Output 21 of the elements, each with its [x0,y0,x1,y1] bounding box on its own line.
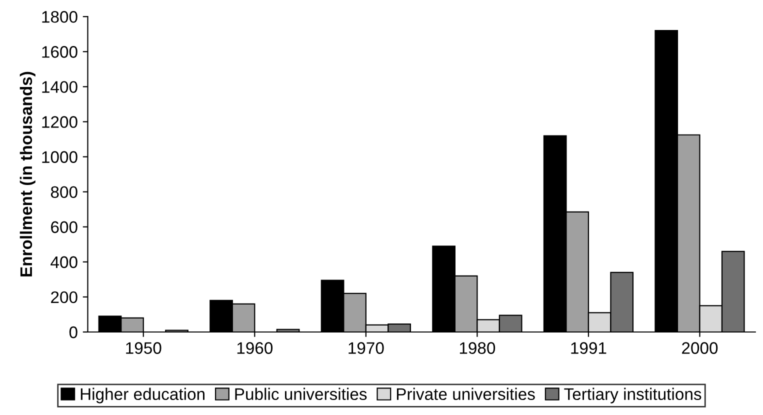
y-tick-label: 600 [51,221,78,234]
x-tick-label: 2000 [682,342,718,354]
y-tick-label: 1800 [42,11,78,23]
y-axis-title: Enrollment (in thousands) [20,72,36,276]
y-tick-label: 0 [69,326,78,338]
y-tick-label: 800 [50,186,78,198]
x-tick-label: 1980 [460,342,496,354]
y-tick-label: 1000 [42,151,78,163]
legend-label: Tertiary institutions [564,388,702,404]
legend-label: Higher education [80,388,204,404]
y-tick-label: 1200 [42,116,78,128]
legend-label: Private universities [396,388,535,400]
x-tick-label: 1950 [126,342,162,354]
y-tick-label: 200 [51,291,78,304]
x-tick-label: 1970 [348,342,384,354]
y-tick-label: 400 [50,256,78,268]
legend-label: Public universities [235,388,367,400]
y-tick-label: 1400 [42,81,78,93]
y-tick-label: 1600 [42,46,78,58]
x-tick-label: 1960 [237,342,273,354]
x-tick-label: 1991 [571,342,606,354]
